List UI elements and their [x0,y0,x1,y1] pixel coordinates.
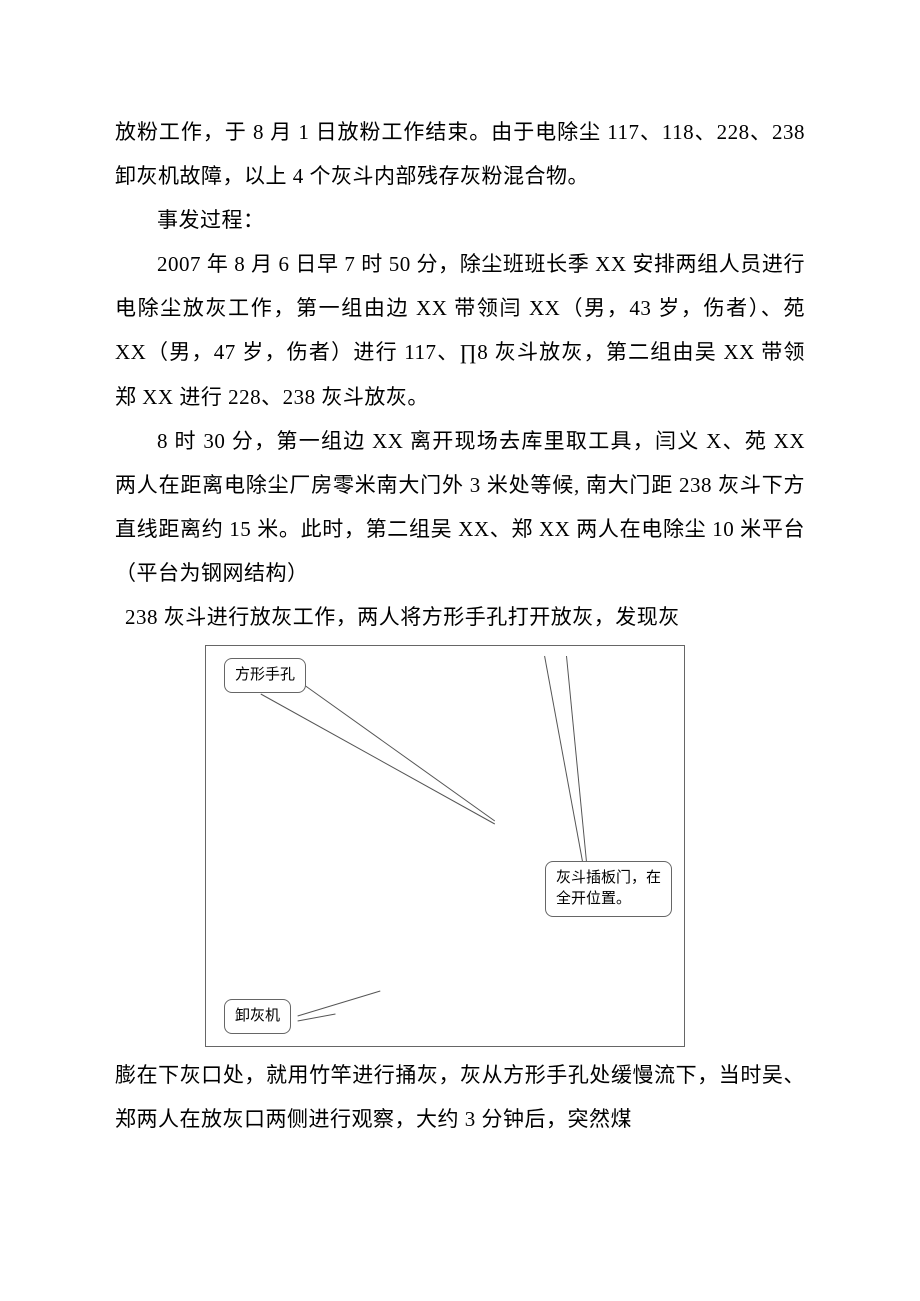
paragraph-2-heading: 事发过程： [115,198,805,242]
diagram-connector-lines [206,646,684,1046]
paragraph-4: 8 时 30 分，第一组边 XX 离开现场去库里取工具，闫义 X、苑 XX 两人… [115,419,805,595]
paragraph-6: 膨在下灰口处，就用竹竿进行捅灰，灰从方形手孔处缓慢流下，当时吴、郑两人在放灰口两… [115,1053,805,1141]
document-page: 放粉工作，于 8 月 1 日放粉工作结束。由于电除尘 117、118、228、2… [0,0,920,1201]
ash-hopper-diagram: 方形手孔 灰斗插板门，在 全开位置。 卸灰机 [205,645,685,1047]
callout-gate-valve-line1: 灰斗插板门，在 [556,870,661,886]
callout-unloader: 卸灰机 [224,999,291,1034]
diagram-container: 方形手孔 灰斗插板门，在 全开位置。 卸灰机 [205,645,685,1047]
paragraph-3: 2007 年 8 月 6 日早 7 时 50 分，除尘班班长季 XX 安排两组人… [115,242,805,418]
paragraph-1: 放粉工作，于 8 月 1 日放粉工作结束。由于电除尘 117、118、228、2… [115,110,805,198]
callout-square-handhole: 方形手孔 [224,658,306,693]
callout-gate-valve-line2: 全开位置。 [556,891,631,907]
paragraph-5-diagram-lead: 238 灰斗进行放灰工作，两人将方形手孔打开放灰，发现灰 [115,595,805,639]
callout-gate-valve: 灰斗插板门，在 全开位置。 [545,861,672,917]
